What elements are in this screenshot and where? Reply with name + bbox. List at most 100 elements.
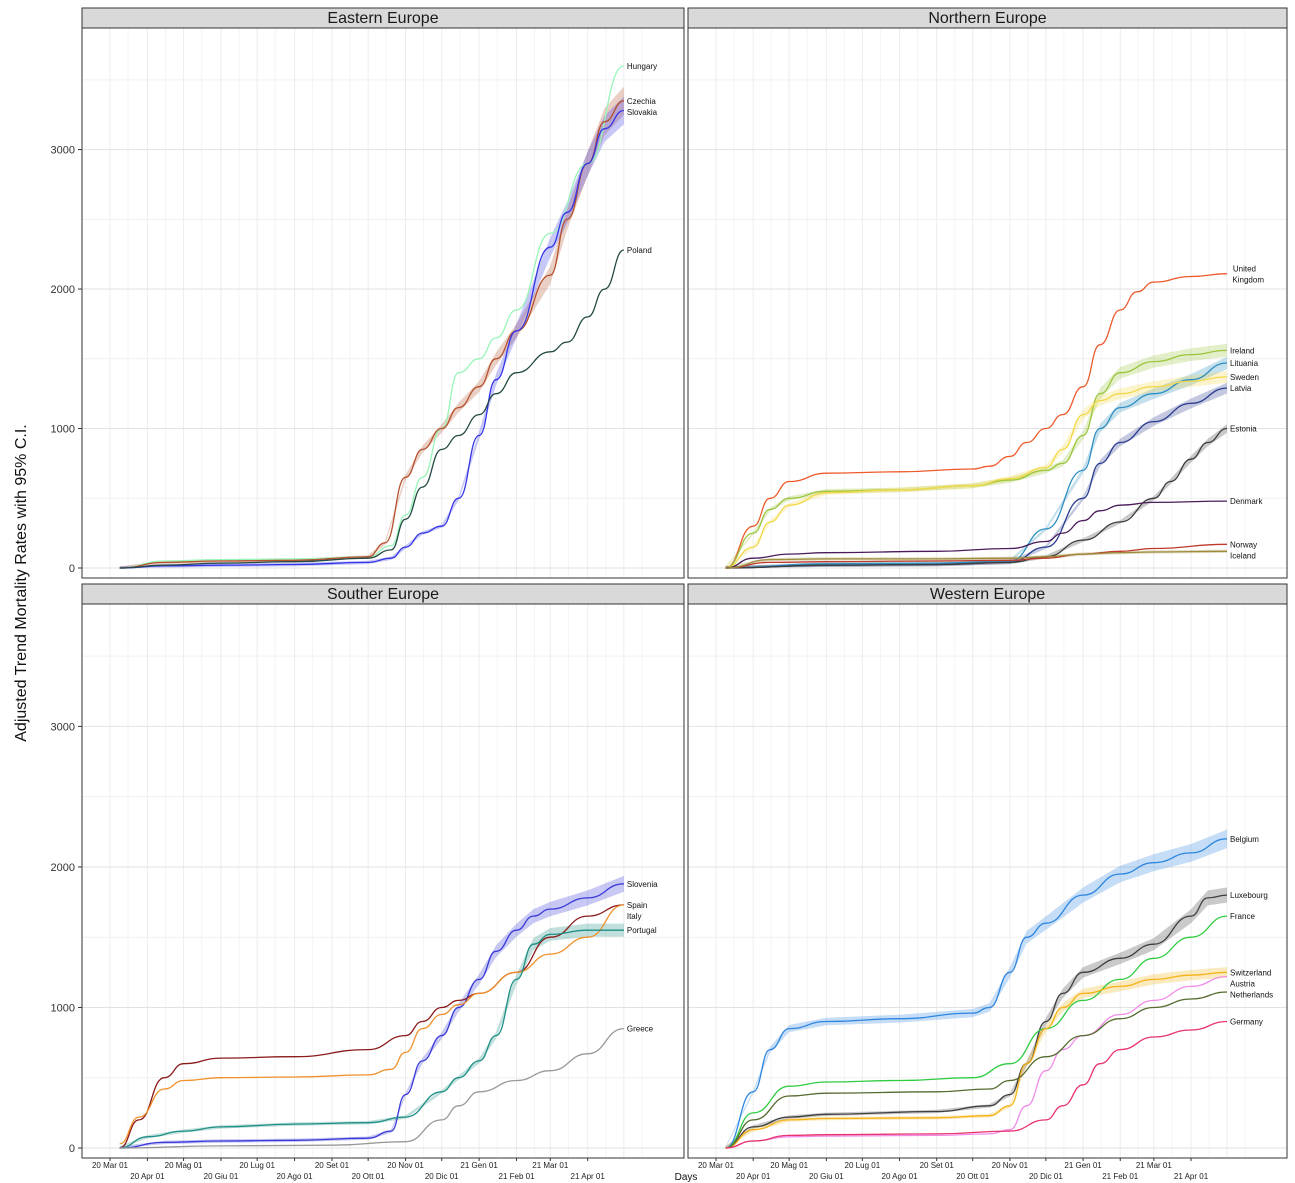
series-line-iceland: [725, 550, 1228, 569]
series-label: Slovakia: [627, 108, 658, 117]
series-label: France: [1230, 912, 1255, 921]
series-line-czechia: [119, 100, 625, 569]
x-tick-label: 21 Apr 01: [1174, 1172, 1209, 1181]
series-label: Hungary: [627, 62, 657, 71]
series-label: Denmark: [1230, 497, 1263, 506]
facet-title: Souther Europe: [327, 586, 439, 603]
x-tick-label: 20 Giu 01: [204, 1172, 239, 1181]
x-tick-label: 20 Nov 01: [387, 1161, 424, 1170]
ci-band-belgium: [725, 829, 1227, 1148]
series-line-portugal: [119, 929, 624, 1149]
plot-background: [688, 604, 1287, 1158]
y-tick-label: 1000: [51, 424, 75, 436]
series-label: Latvia: [1230, 384, 1252, 393]
x-tick-label: 20 Apr 01: [736, 1172, 771, 1181]
x-tick-label: 20 Set 01: [920, 1161, 955, 1170]
x-tick-label: 20 Mar 01: [92, 1161, 129, 1170]
plot-background: [82, 28, 684, 578]
series-label: Spain: [627, 901, 647, 910]
facet-title: Eastern Europe: [327, 10, 438, 27]
series-label: Luxebourg: [1230, 891, 1268, 900]
series-line-spain: [119, 904, 624, 1149]
series-line-lituania: [725, 362, 1228, 569]
series-line-slovakia: [119, 109, 625, 569]
series-label: United Kingdom: [1232, 265, 1264, 285]
series-label: Sweden: [1230, 373, 1259, 382]
series-label: Lituania: [1230, 359, 1259, 368]
series-line-slovenia: [119, 883, 624, 1149]
x-tick-label: 20 Apr 01: [130, 1172, 165, 1181]
series-line-france: [725, 915, 1228, 1149]
x-tick-label: 20 Mar 01: [698, 1161, 735, 1170]
series-line-norway: [725, 543, 1228, 569]
series-line-estonia: [725, 427, 1228, 569]
series-label: Switzerland: [1230, 968, 1271, 977]
series-label: Italy: [627, 912, 642, 921]
series-line-sweden: [725, 376, 1228, 569]
x-tick-label: 21 Gen 01: [460, 1161, 498, 1170]
x-tick-label: 20 Ott 01: [352, 1172, 385, 1181]
y-tick-label: 3000: [51, 721, 75, 733]
series-line-netherlands: [725, 991, 1228, 1149]
series-line-germany: [725, 1020, 1228, 1149]
series-line-switzerland: [725, 971, 1228, 1149]
panel-border: [81, 603, 685, 1159]
x-tick-label: 20 Ott 01: [956, 1172, 989, 1181]
series-line-ireland: [725, 349, 1228, 569]
x-tick-label: 21 Feb 01: [499, 1172, 536, 1181]
facet-title: Western Europe: [930, 586, 1045, 603]
series-label: Belgium: [1230, 835, 1259, 844]
x-tick-label: 21 Gen 01: [1064, 1161, 1102, 1170]
x-tick-label: 21 Mar 01: [1136, 1161, 1173, 1170]
series-label: Estonia: [1230, 425, 1257, 434]
series-label: Norway: [1230, 540, 1257, 549]
panel-western-europe: Belgium Luxebourg France Switzerland Austria…: [687, 583, 1288, 1181]
y-tick-label: 3000: [51, 145, 75, 157]
facet-title: Northern Europe: [928, 10, 1046, 27]
x-tick-label: 20 Mag 01: [770, 1161, 808, 1170]
x-tick-label: 20 Ago 01: [277, 1172, 314, 1181]
panel-border: [687, 603, 1288, 1159]
panel-border: [81, 27, 685, 579]
series-line-greece: [119, 1027, 624, 1149]
y-axis-label: Adjusted Trend Mortality Rates with 95% …: [13, 424, 30, 741]
panel-border: [687, 27, 1288, 579]
x-tick-label: 20 Dic 01: [1029, 1172, 1063, 1181]
y-tick-label: 0: [69, 563, 75, 575]
series-line-denmark: [725, 500, 1228, 569]
panel-northern-europe: United Kingdom Ireland Lituania Sweden Latvia…: [687, 7, 1288, 579]
series-label: Greece: [627, 1025, 654, 1034]
series-line-austria: [725, 975, 1228, 1149]
x-tick-label: 20 Set 01: [315, 1161, 350, 1170]
x-tick-label: 20 Lug 01: [845, 1161, 881, 1170]
x-axis-label: Days: [675, 1172, 698, 1183]
x-tick-label: 20 Ago 01: [882, 1172, 919, 1181]
ci-band-estonia: [725, 424, 1227, 568]
series-label: Poland: [627, 246, 652, 255]
series-label: Austria: [1230, 979, 1255, 988]
series-line-belgium: [725, 838, 1228, 1149]
x-tick-label: 20 Lug 01: [239, 1161, 275, 1170]
x-tick-label: 20 Mag 01: [165, 1161, 203, 1170]
series-label: Iceland: [1230, 551, 1256, 560]
y-tick-label: 1000: [51, 1002, 75, 1014]
x-tick-label: 21 Mar 01: [532, 1161, 569, 1170]
series-label: Slovenia: [627, 880, 658, 889]
series-line-poland: [119, 249, 625, 569]
series-label: Czechia: [627, 97, 656, 106]
x-tick-label: 20 Giu 01: [809, 1172, 844, 1181]
ci-band-slovenia: [119, 875, 624, 1148]
series-label: Germany: [1230, 1018, 1263, 1027]
y-tick-label: 2000: [51, 284, 75, 296]
x-tick-label: 21 Feb 01: [1102, 1172, 1139, 1181]
y-tick-label: 2000: [51, 862, 75, 874]
series-line-italy: [119, 904, 624, 1145]
x-tick-label: 20 Dic 01: [425, 1172, 459, 1181]
series-label: Portugal: [627, 926, 657, 935]
panel-eastern-europe: Hungary Czechia Slovakia Poland Eastern Euro…: [51, 7, 685, 579]
plot-background: [82, 604, 684, 1158]
panel-souther-europe: Slovenia Spain Italy Portugal Greece Souther …: [51, 583, 685, 1181]
plot-background: [688, 28, 1287, 578]
series-label: Ireland: [1230, 346, 1254, 355]
